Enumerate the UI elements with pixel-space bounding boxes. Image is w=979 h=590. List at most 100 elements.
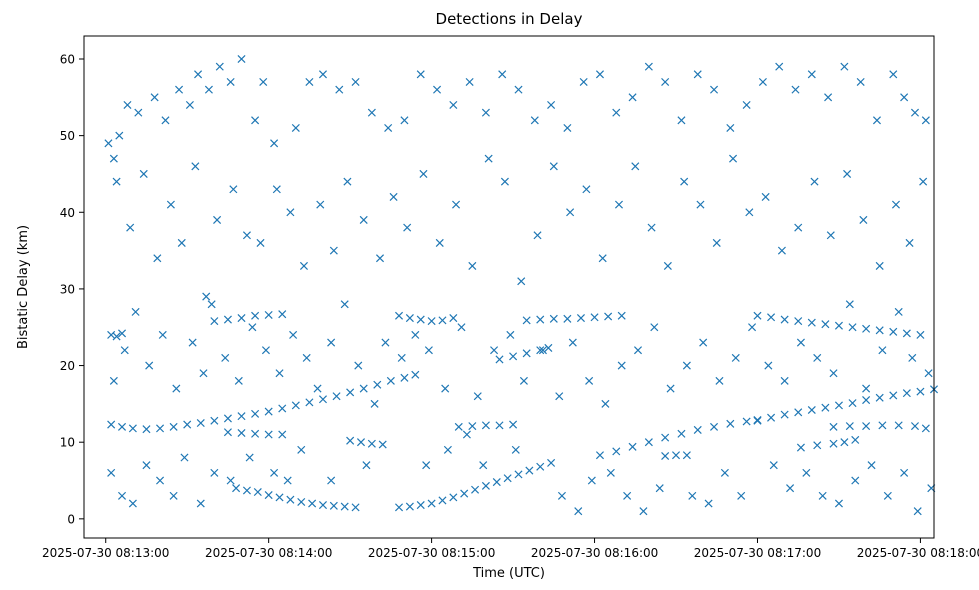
data-point — [169, 491, 178, 500]
data-point — [251, 409, 260, 418]
data-point — [291, 401, 300, 410]
data-point — [726, 123, 735, 132]
data-point — [468, 261, 477, 270]
data-point — [767, 313, 776, 322]
data-point — [606, 468, 615, 477]
data-point — [767, 413, 776, 422]
series-track-p — [796, 435, 860, 452]
data-point — [394, 503, 404, 512]
data-point — [693, 70, 702, 79]
data-point — [495, 355, 504, 364]
data-point — [400, 373, 409, 382]
plot-frame — [83, 35, 935, 539]
data-point — [462, 430, 471, 439]
data-point — [291, 123, 300, 132]
data-point — [704, 499, 713, 508]
data-point — [840, 438, 849, 447]
y-tick-label: 10 — [60, 436, 75, 450]
data-point — [416, 70, 425, 79]
data-point — [161, 116, 170, 125]
data-point — [862, 422, 871, 431]
data-point — [251, 311, 260, 320]
data-point — [848, 323, 857, 332]
data-point — [272, 185, 281, 194]
data-point — [297, 445, 306, 454]
data-point — [644, 62, 653, 71]
data-point — [340, 300, 349, 309]
y-axis-label: Bistatic Delay (km) — [16, 225, 31, 349]
data-point — [194, 70, 203, 79]
data-point — [889, 327, 898, 336]
data-point — [251, 116, 260, 125]
data-point — [223, 315, 232, 324]
data-point — [117, 491, 127, 500]
data-point — [682, 451, 691, 460]
data-point — [340, 502, 349, 511]
data-point — [471, 485, 480, 494]
data-point — [777, 246, 786, 255]
data-point — [112, 332, 121, 341]
data-point — [821, 320, 830, 329]
data-point — [332, 392, 341, 401]
data-point — [631, 162, 640, 171]
data-point — [188, 338, 197, 347]
data-point — [313, 384, 322, 393]
data-point — [908, 353, 917, 362]
data-point — [680, 177, 689, 186]
data-point — [878, 421, 887, 430]
chart-title: Detections in Delay — [436, 10, 583, 28]
data-point — [579, 77, 588, 87]
data-point — [742, 100, 751, 110]
data-point — [500, 177, 509, 186]
data-point — [563, 123, 572, 132]
data-point — [433, 85, 442, 94]
data-point — [117, 329, 127, 338]
data-point — [207, 300, 216, 309]
data-point — [498, 70, 507, 79]
data-point — [710, 422, 719, 431]
data-point — [720, 468, 729, 477]
data-point — [484, 154, 493, 163]
data-point — [875, 393, 884, 402]
data-point — [131, 307, 140, 316]
data-point — [856, 77, 865, 87]
data-point — [555, 392, 564, 401]
series-track-d — [223, 428, 287, 439]
data-point — [117, 422, 127, 431]
data-point — [509, 420, 518, 429]
data-point — [902, 389, 911, 398]
data-point — [492, 478, 501, 487]
data-point — [894, 421, 903, 430]
x-tick-label: 2025-07-30 08:16:00 — [531, 546, 658, 560]
data-point — [601, 399, 610, 408]
data-point — [196, 499, 205, 508]
data-point — [794, 317, 803, 326]
data-point — [682, 361, 691, 370]
data-point — [223, 414, 232, 423]
data-point — [327, 338, 336, 347]
data-point — [829, 422, 838, 431]
data-point — [536, 315, 545, 324]
data-point — [375, 254, 385, 263]
series-track-j — [495, 343, 553, 364]
data-point — [351, 503, 360, 512]
data-point — [910, 108, 920, 117]
data-point — [639, 507, 648, 516]
data-point — [818, 491, 827, 500]
data-point — [283, 476, 292, 485]
data-point — [359, 215, 368, 224]
data-point — [237, 428, 246, 438]
data-point — [356, 438, 366, 447]
data-point — [449, 493, 458, 502]
data-point — [889, 391, 898, 400]
data-point — [400, 116, 409, 125]
data-point — [514, 85, 523, 94]
data-point — [403, 223, 412, 232]
data-point — [191, 162, 200, 171]
data-point — [677, 429, 686, 438]
x-tick-label: 2025-07-30 08:17:00 — [694, 546, 821, 560]
data-point — [576, 314, 585, 323]
data-point — [183, 420, 192, 429]
data-point — [253, 487, 262, 497]
data-point — [780, 376, 789, 385]
